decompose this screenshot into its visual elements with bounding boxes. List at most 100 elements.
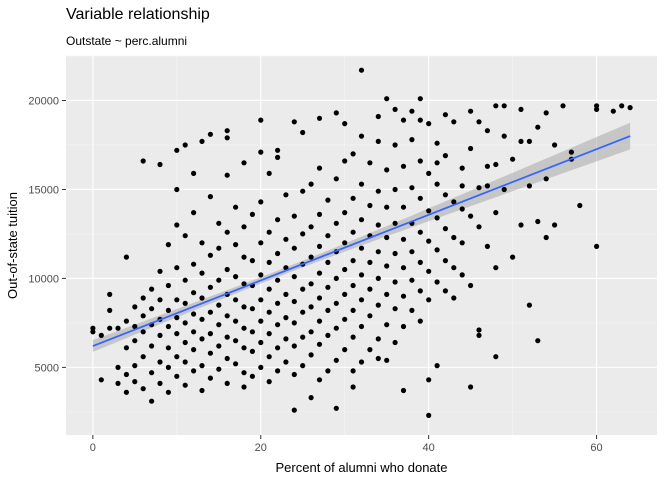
data-point <box>358 359 365 365</box>
data-point <box>459 165 465 171</box>
data-point <box>191 329 197 335</box>
data-point <box>224 355 230 362</box>
data-point <box>342 121 348 127</box>
data-point <box>308 352 314 358</box>
data-point <box>275 217 281 223</box>
y-axis: 5000 10000 15000 20000 <box>28 95 66 374</box>
data-point <box>291 274 297 280</box>
data-point <box>426 170 432 176</box>
data-point <box>501 133 507 139</box>
data-point <box>409 307 415 313</box>
data-point <box>107 325 113 331</box>
data-point <box>107 291 113 297</box>
data-point <box>275 154 281 160</box>
data-point <box>484 243 490 249</box>
data-point <box>207 350 213 356</box>
fit-line <box>92 135 631 347</box>
data-point <box>468 213 474 219</box>
data-point <box>543 176 549 182</box>
data-point <box>98 377 104 383</box>
data-point <box>384 357 390 363</box>
chart-subtitle: Outstate ~ perc.alumni <box>66 34 188 48</box>
data-point <box>577 202 583 209</box>
data-point <box>283 336 289 342</box>
data-point <box>375 138 381 144</box>
data-point <box>258 149 264 155</box>
data-point <box>325 233 331 239</box>
data-point <box>157 332 163 338</box>
data-point <box>384 96 390 102</box>
data-point <box>434 215 440 221</box>
data-point <box>367 259 373 265</box>
data-point <box>325 197 331 203</box>
data-point <box>384 263 390 269</box>
data-point <box>291 371 297 378</box>
y-tick-label: 20000 <box>28 95 59 107</box>
data-point <box>426 208 432 214</box>
data-point <box>342 210 348 216</box>
data-point <box>493 210 499 216</box>
data-point <box>291 119 297 125</box>
data-point <box>157 297 163 303</box>
data-point <box>459 206 465 212</box>
data-point <box>384 291 390 297</box>
data-point <box>308 281 314 287</box>
data-point <box>442 192 448 198</box>
data-point <box>468 145 474 152</box>
data-point <box>216 322 222 328</box>
y-axis-title: Out-of-state tuition <box>5 192 20 299</box>
data-point <box>316 165 323 171</box>
data-point <box>610 108 616 114</box>
data-point <box>426 121 432 127</box>
data-point <box>426 268 432 274</box>
data-point <box>283 236 289 242</box>
data-point <box>426 412 432 418</box>
plot-panel <box>66 56 657 435</box>
data-point <box>442 258 448 264</box>
data-point <box>451 295 457 301</box>
data-point <box>224 172 230 178</box>
data-point <box>266 309 272 315</box>
data-point <box>191 311 197 317</box>
data-point <box>191 170 197 176</box>
data-point <box>509 254 516 260</box>
data-point <box>484 163 490 169</box>
data-point <box>333 110 339 116</box>
data-point <box>417 318 423 324</box>
data-point <box>275 368 281 374</box>
data-point <box>266 354 272 360</box>
data-point <box>266 259 272 265</box>
data-point <box>132 323 138 330</box>
data-point <box>291 320 297 326</box>
data-point <box>224 229 230 235</box>
data-point <box>266 379 272 385</box>
data-point <box>350 258 356 264</box>
data-point <box>258 318 264 324</box>
data-point <box>249 348 255 354</box>
data-point <box>241 345 247 351</box>
data-point <box>367 286 373 292</box>
data-point <box>501 103 507 109</box>
data-point <box>426 377 432 383</box>
data-point <box>233 361 239 367</box>
data-point <box>518 106 524 112</box>
data-point <box>400 387 407 394</box>
data-point <box>392 339 398 346</box>
data-point <box>90 329 96 335</box>
data-point <box>333 357 339 363</box>
data-point <box>241 224 247 230</box>
data-point <box>333 176 339 182</box>
data-point <box>266 170 272 176</box>
data-point <box>316 270 323 276</box>
data-point <box>417 117 423 123</box>
data-point <box>207 131 213 137</box>
data-point <box>308 224 314 230</box>
data-point <box>140 158 146 164</box>
data-point <box>400 204 407 210</box>
data-point <box>409 108 415 114</box>
data-point <box>123 318 129 324</box>
data-point <box>291 343 297 349</box>
data-point <box>165 242 171 248</box>
data-point <box>174 297 180 303</box>
data-point <box>333 325 339 331</box>
